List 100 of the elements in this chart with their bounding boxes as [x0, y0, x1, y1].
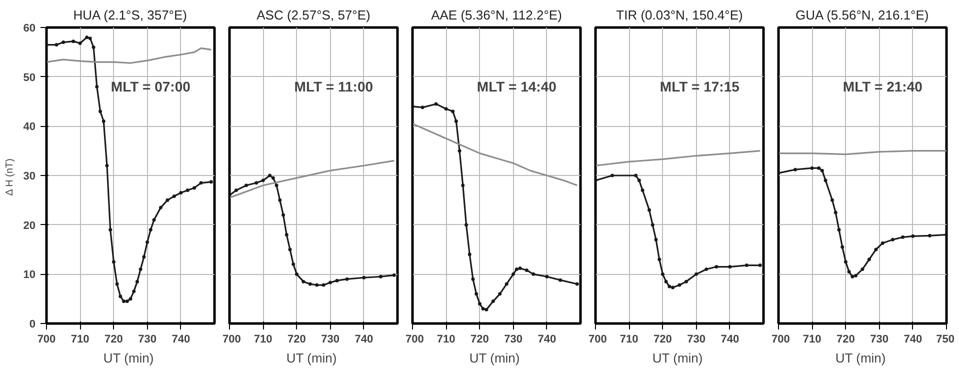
annotation: MLT = 14:40 [476, 78, 557, 95]
point [85, 36, 89, 40]
point [512, 272, 516, 276]
x-tick-label: 730 [870, 334, 888, 346]
x-tick-label: 740 [172, 334, 190, 346]
point [830, 198, 834, 202]
x-tick-label: 740 [904, 334, 922, 346]
point [234, 188, 238, 192]
point [135, 280, 139, 284]
x-tick-label: 730 [138, 334, 156, 346]
point [420, 106, 424, 110]
point [794, 168, 798, 172]
point [491, 300, 495, 304]
y-tick-label: 10 [23, 269, 36, 282]
x-axis-title: UT (min) [103, 350, 154, 366]
point [158, 206, 162, 210]
annotation: MLT = 11:00 [294, 78, 374, 95]
chart-title: HUA (2.1°S, 357°E) [73, 8, 188, 22]
point [95, 84, 99, 88]
point [478, 302, 482, 306]
x-tick-label: 720 [104, 334, 123, 346]
point [118, 294, 122, 298]
point [504, 282, 508, 286]
annotation: MLT = 21:40 [842, 78, 923, 95]
point [146, 240, 150, 244]
point [744, 264, 748, 268]
point [105, 164, 109, 168]
point [901, 235, 905, 239]
point [890, 238, 894, 242]
point [102, 119, 106, 123]
point [328, 280, 332, 284]
point [268, 174, 272, 178]
point [658, 258, 662, 262]
point [244, 184, 248, 188]
point [172, 194, 176, 198]
point [678, 283, 682, 287]
point [640, 188, 644, 192]
y-tick-label: 50 [23, 72, 36, 84]
point [484, 308, 488, 312]
point [142, 255, 146, 259]
x-tick-label: 720 [470, 334, 489, 346]
x-tick-label: 740 [354, 334, 374, 346]
line-series [46, 47, 212, 64]
point [650, 223, 654, 227]
point [668, 284, 672, 288]
point [911, 234, 915, 238]
point [186, 188, 190, 192]
point [664, 280, 668, 284]
point [288, 248, 292, 252]
chart-title: AAE (5.36°N, 112.2°E) [431, 8, 562, 22]
point [434, 102, 438, 106]
point [458, 149, 462, 153]
x-tick-label: 700 [772, 334, 790, 346]
point [308, 282, 312, 286]
x-tick-label: 720 [288, 334, 306, 346]
x-tick-label: 750 [936, 334, 955, 346]
x-tick-label: 710 [254, 334, 272, 346]
point [138, 267, 142, 271]
point [282, 213, 286, 217]
x-tick-label: 700 [37, 334, 56, 346]
point [694, 272, 698, 276]
point [98, 110, 102, 114]
annotation: MLT = 17:15 [660, 78, 740, 95]
y-tick-label: 40 [23, 121, 36, 134]
point [728, 265, 732, 269]
x-axis-title: UT (min) [835, 350, 886, 366]
y-tick-label: 60 [23, 22, 36, 34]
point [468, 252, 472, 256]
point [867, 258, 871, 262]
point [498, 292, 502, 296]
point [284, 232, 288, 236]
point [837, 228, 841, 232]
point [108, 228, 112, 232]
point [128, 297, 132, 301]
point [474, 292, 478, 296]
point [844, 260, 848, 264]
point [532, 272, 536, 276]
point [115, 282, 119, 286]
point [654, 238, 658, 242]
point [824, 178, 828, 182]
x-tick-label: 710 [436, 334, 456, 346]
point [464, 223, 468, 227]
point [704, 267, 708, 271]
point [514, 267, 518, 271]
x-tick-label: 740 [720, 334, 740, 346]
point [648, 208, 652, 212]
point [481, 306, 485, 310]
point [88, 36, 92, 40]
point [271, 176, 275, 180]
x-axis-title: UT (min) [652, 350, 703, 366]
point [810, 166, 814, 170]
x-tick-label: 700 [222, 334, 241, 346]
point [192, 186, 196, 190]
point [461, 184, 465, 188]
point [322, 283, 326, 287]
point [634, 174, 638, 178]
point [660, 272, 664, 276]
point [854, 274, 858, 278]
y-tick-label: 0 [29, 318, 36, 330]
x-tick-label: 710 [70, 334, 90, 346]
